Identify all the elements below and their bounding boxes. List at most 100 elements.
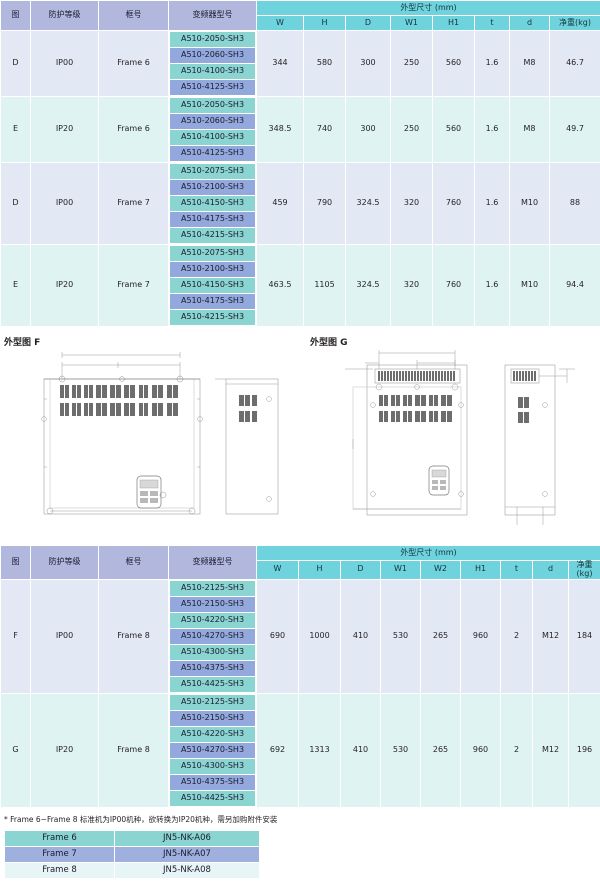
col-header-frame: 框号 — [98, 0, 169, 31]
cell-protection: IP20 — [30, 692, 99, 808]
footnote-text: * Frame 6~Frame 8 标准机为IP00机种，欲转换为IP20机种，… — [4, 814, 278, 824]
col2-header-frame: 框号 — [98, 545, 169, 580]
model-number: A510-4425-SH3 — [169, 789, 256, 807]
cell-w1: 250 — [390, 30, 433, 97]
col-header-w: W — [256, 15, 304, 31]
col-header-h: H — [303, 15, 346, 31]
cell-d-bolt: M8 — [509, 30, 550, 97]
accessory-part-number: JN5-NK-A08 — [114, 861, 260, 879]
cell-weight: 94.4 — [549, 244, 600, 327]
cell-d-bolt: M10 — [509, 244, 550, 327]
model-number: A510-4215-SH3 — [169, 227, 256, 244]
model-number: A510-2060-SH3 — [169, 113, 256, 130]
col2-header-figure: 图 — [0, 545, 31, 580]
cell-d-bolt: M12 — [532, 692, 569, 808]
cell-weight: 196 — [568, 692, 600, 808]
model-number: A510-4375-SH3 — [169, 659, 256, 677]
cell-w: 463.5 — [256, 244, 304, 327]
cell-h1: 560 — [432, 96, 475, 163]
accessory-frame: Frame 7 — [4, 845, 115, 863]
cell-frame: Frame 6 — [98, 30, 169, 97]
cell-weight: 88 — [549, 162, 600, 245]
col-header-t: t — [474, 15, 510, 31]
cell-model-list: A510-2125-SH3 A510-2150-SH3 A510-4220-SH3 A… — [168, 578, 257, 694]
cell-w: 344 — [256, 30, 304, 97]
model-number: A510-2060-SH3 — [169, 47, 256, 64]
cell-w: 459 — [256, 162, 304, 245]
col-header-figure: 图 — [0, 0, 31, 31]
cell-protection: IP00 — [30, 30, 99, 97]
cell-h: 1105 — [303, 244, 346, 327]
cell-t: 1.6 — [474, 96, 510, 163]
cell-h: 580 — [303, 30, 346, 97]
cell-figure: E — [0, 96, 31, 163]
accessory-part-number: JN5-NK-A07 — [114, 845, 260, 863]
model-number: A510-2075-SH3 — [169, 163, 256, 180]
cell-weight: 184 — [568, 578, 600, 694]
cell-frame: Frame 7 — [98, 162, 169, 245]
cell-w1: 250 — [390, 96, 433, 163]
cell-w2: 265 — [420, 578, 461, 694]
col2-header-protection: 防护等级 — [30, 545, 99, 580]
cell-protection: IP20 — [30, 244, 99, 327]
cell-t: 1.6 — [474, 162, 510, 245]
cell-d-bolt: M10 — [509, 162, 550, 245]
cell-d: 300 — [345, 30, 391, 97]
model-number: A510-4270-SH3 — [169, 741, 256, 759]
accessory-frame: Frame 6 — [4, 829, 115, 847]
cell-protection: IP00 — [30, 578, 99, 694]
cell-w1: 530 — [380, 692, 421, 808]
model-number: A510-2125-SH3 — [169, 693, 256, 711]
model-number: A510-4125-SH3 — [169, 145, 256, 162]
cell-frame: Frame 8 — [98, 578, 169, 694]
cell-d: 324.5 — [345, 244, 391, 327]
cell-t: 1.6 — [474, 244, 510, 327]
outline-drawing-f — [40, 349, 295, 529]
cell-d-bolt: M12 — [532, 578, 569, 694]
model-number: A510-4300-SH3 — [169, 757, 256, 775]
table-row: E IP20 Frame 7 A510-2075-SH3 A510-2100-SH3 A5… — [0, 244, 600, 327]
cell-protection: IP00 — [30, 162, 99, 245]
accessory-row: Frame 6 JN5-NK-A06 — [4, 829, 260, 847]
accessory-part-number: JN5-NK-A06 — [114, 829, 260, 847]
col-header-protection: 防护等级 — [30, 0, 99, 31]
cell-d: 410 — [340, 692, 381, 808]
cell-w1: 320 — [390, 162, 433, 245]
model-number: A510-4270-SH3 — [169, 627, 256, 645]
model-number: A510-4175-SH3 — [169, 211, 256, 228]
cell-t: 2 — [500, 578, 533, 694]
model-number: A510-4150-SH3 — [169, 277, 256, 294]
col-header-h1: H1 — [432, 15, 475, 31]
model-number: A510-4220-SH3 — [169, 611, 256, 629]
table-row: G IP20 Frame 8 A510-2125-SH3 A510-2150-SH3 A5… — [0, 692, 600, 808]
model-number: A510-2150-SH3 — [169, 709, 256, 727]
table-row: F IP00 Frame 8 A510-2125-SH3 A510-2150-SH3 A5… — [0, 578, 600, 694]
col2-header-t: t — [500, 560, 533, 580]
cell-w1: 320 — [390, 244, 433, 327]
model-number: A510-2050-SH3 — [169, 97, 256, 114]
cell-weight: 49.7 — [549, 96, 600, 163]
model-number: A510-2100-SH3 — [169, 179, 256, 196]
model-number: A510-2050-SH3 — [169, 31, 256, 48]
keypad-graphic — [136, 475, 167, 509]
cell-w1: 530 — [380, 578, 421, 694]
col-header-w1: W1 — [390, 15, 433, 31]
cell-model-list: A510-2125-SH3 A510-2150-SH3 A510-4220-SH3 A… — [168, 692, 257, 808]
col2-header-h: H — [298, 560, 341, 580]
dimension-table-frame6-7: 图 防护等级 框号 变频器型号 外型尺寸 (mm) W H D W1 H1 t … — [0, 0, 600, 327]
model-number: A510-4100-SH3 — [169, 129, 256, 146]
cell-w2: 265 — [420, 692, 461, 808]
table-row: D IP00 Frame 6 A510-2050-SH3 A510-2060-SH3 A5… — [0, 30, 600, 97]
cell-model-list: A510-2075-SH3 A510-2100-SH3 A510-4150-SH3 A… — [168, 162, 257, 245]
model-number: A510-2125-SH3 — [169, 579, 256, 597]
cell-h1: 760 — [432, 244, 475, 327]
model-number: A510-2150-SH3 — [169, 595, 256, 613]
keypad-graphic-g — [428, 465, 450, 496]
model-number: A510-4175-SH3 — [169, 293, 256, 310]
col2-header-w: W — [256, 560, 299, 580]
cell-model-list: A510-2050-SH3 A510-2060-SH3 A510-4100-SH3 A… — [168, 96, 257, 163]
cell-h: 1313 — [298, 692, 341, 808]
cell-figure: F — [0, 578, 31, 694]
cell-frame: Frame 8 — [98, 692, 169, 808]
accessory-frame: Frame 8 — [4, 861, 115, 879]
